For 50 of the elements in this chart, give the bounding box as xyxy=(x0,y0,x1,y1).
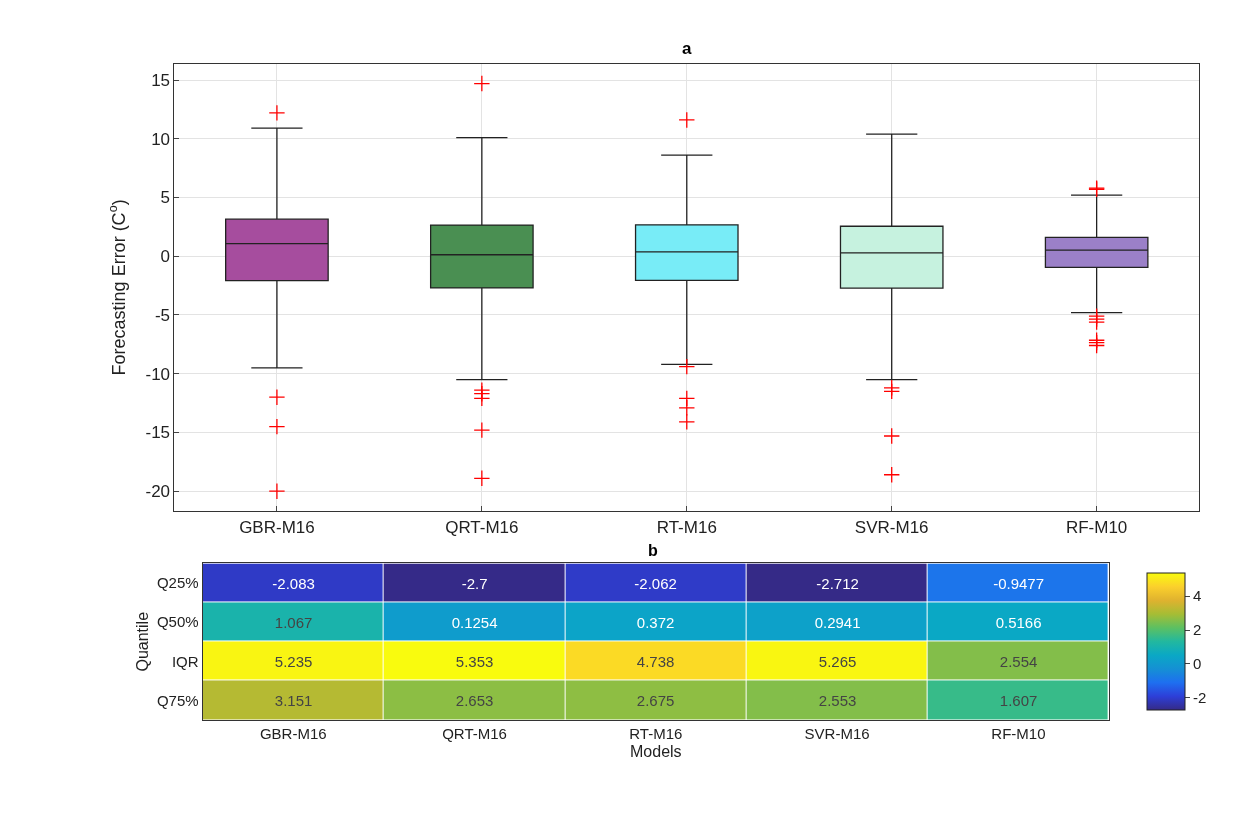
y-tick-label: 10 xyxy=(151,129,171,149)
data-label: 4.738 xyxy=(636,652,675,670)
x-tick-label: SVR-M16 xyxy=(804,725,870,743)
data-label: 0.5166 xyxy=(995,613,1042,631)
chart-title: b xyxy=(648,542,658,559)
y-tick-label: -10 xyxy=(145,364,171,384)
data-label: -0.9477 xyxy=(993,574,1045,592)
data-label: -2.062 xyxy=(634,574,677,592)
x-tick-label: QRT-M16 xyxy=(445,517,519,537)
data-label: 0.1254 xyxy=(451,613,498,631)
y-axis-title: Quantile xyxy=(133,611,151,672)
x-tick-label: GBR-M16 xyxy=(239,517,315,537)
data-label: 0.372 xyxy=(636,613,675,631)
y-tick-label: 15 xyxy=(151,70,171,90)
y-tick-label: Q75% xyxy=(156,691,199,709)
x-tick-label: RF-M10 xyxy=(1065,517,1128,537)
x-tick-label: SVR-M16 xyxy=(854,517,929,537)
y-tick-label: 0 xyxy=(160,247,171,267)
data-label: 1.067 xyxy=(274,613,313,631)
data-label: 0.2941 xyxy=(814,613,861,631)
x-tick-label: RF-M10 xyxy=(991,725,1046,743)
x-tick-label: RT-M16 xyxy=(656,517,717,537)
y-tick-label: -20 xyxy=(145,482,171,502)
y-tick-label: -5 xyxy=(154,305,171,325)
y-tick-label: Q25% xyxy=(156,574,199,592)
data-label: 2.653 xyxy=(455,691,494,709)
data-label: 5.235 xyxy=(274,652,313,670)
y-tick-label: IQR xyxy=(171,652,199,670)
data-label: 5.265 xyxy=(818,652,857,670)
data-label: 2.554 xyxy=(999,652,1038,670)
data-label: 2.553 xyxy=(818,691,857,709)
x-tick-label: RT-M16 xyxy=(629,725,683,743)
color-bar-label: 2 xyxy=(1193,621,1202,639)
data-label: 2.675 xyxy=(636,691,675,709)
chart-title: a xyxy=(682,39,692,58)
color-bar-label: -2 xyxy=(1193,689,1207,707)
x-tick-label: GBR-M16 xyxy=(259,725,327,743)
color-bar-label: 0 xyxy=(1193,655,1202,673)
color-bar-label: 4 xyxy=(1193,587,1202,605)
data-label: 5.353 xyxy=(455,652,494,670)
data-label: -2.712 xyxy=(816,574,859,592)
x-tick-label: QRT-M16 xyxy=(442,725,507,743)
y-tick-label: -15 xyxy=(145,423,171,443)
data-label: -2.7 xyxy=(461,574,488,592)
x-axis-title: Models xyxy=(630,742,682,760)
data-label: 3.151 xyxy=(274,691,313,709)
data-label: -2.083 xyxy=(272,574,315,592)
y-tick-label: 5 xyxy=(160,188,171,208)
y-tick-label: Q50% xyxy=(156,613,199,631)
data-label: 1.607 xyxy=(999,691,1038,709)
